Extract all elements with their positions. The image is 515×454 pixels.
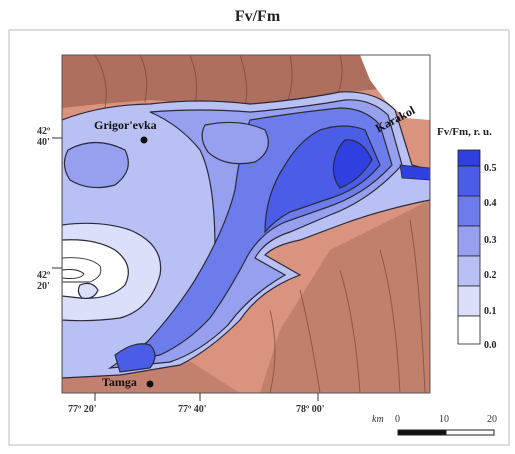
- lat-label-42-20: 42º 20': [37, 270, 51, 292]
- tamga-marker: [146, 380, 154, 388]
- legend-tick-0.0: 0.0: [484, 340, 497, 351]
- figure-border: [8, 29, 510, 446]
- lake-band-10: [77, 282, 99, 299]
- grigorevka-marker: [140, 136, 148, 144]
- place-tamga: Tamga: [102, 375, 137, 389]
- karakol-bay: [399, 164, 430, 181]
- place-grigorevka: Grigor'evka: [94, 118, 157, 132]
- legend-tick-0.1: 0.1: [484, 306, 497, 317]
- scale-bar: [397, 429, 495, 436]
- legend-tick-0.5: 0.5: [484, 163, 497, 174]
- lake-inner-contours: [62, 257, 102, 283]
- snow-area: [360, 55, 430, 120]
- scale-tick-20: 20: [487, 414, 497, 425]
- map-border: [61, 54, 431, 394]
- lat-label-42-40: 42º 40': [37, 126, 51, 148]
- scale-unit: km: [372, 414, 384, 425]
- lake-band-9: [201, 121, 269, 165]
- ridge-lines: [94, 55, 426, 393]
- lon-label-77-40: 77º 40': [178, 404, 207, 415]
- legend-tick-0.2: 0.2: [484, 270, 497, 281]
- lake-band-8: [63, 141, 129, 189]
- lake-band-5: [114, 343, 156, 373]
- legend-tick-0.3: 0.3: [484, 235, 497, 246]
- legend-title: Fv/Fm, r. u.: [437, 126, 492, 138]
- lon-label-77-20: 77º 20': [68, 404, 97, 415]
- lake-band-7: [62, 239, 129, 299]
- map-title: Fv/Fm: [234, 8, 281, 25]
- legend-tick-0.4: 0.4: [484, 198, 497, 209]
- scale-tick-0: 0: [395, 414, 400, 425]
- lake-band-4: [332, 139, 373, 189]
- scale-tick-10: 10: [439, 414, 449, 425]
- lon-label-78-00: 78º 00': [296, 404, 325, 415]
- lake-contours: [62, 91, 430, 379]
- legend-colorbar: [457, 149, 481, 345]
